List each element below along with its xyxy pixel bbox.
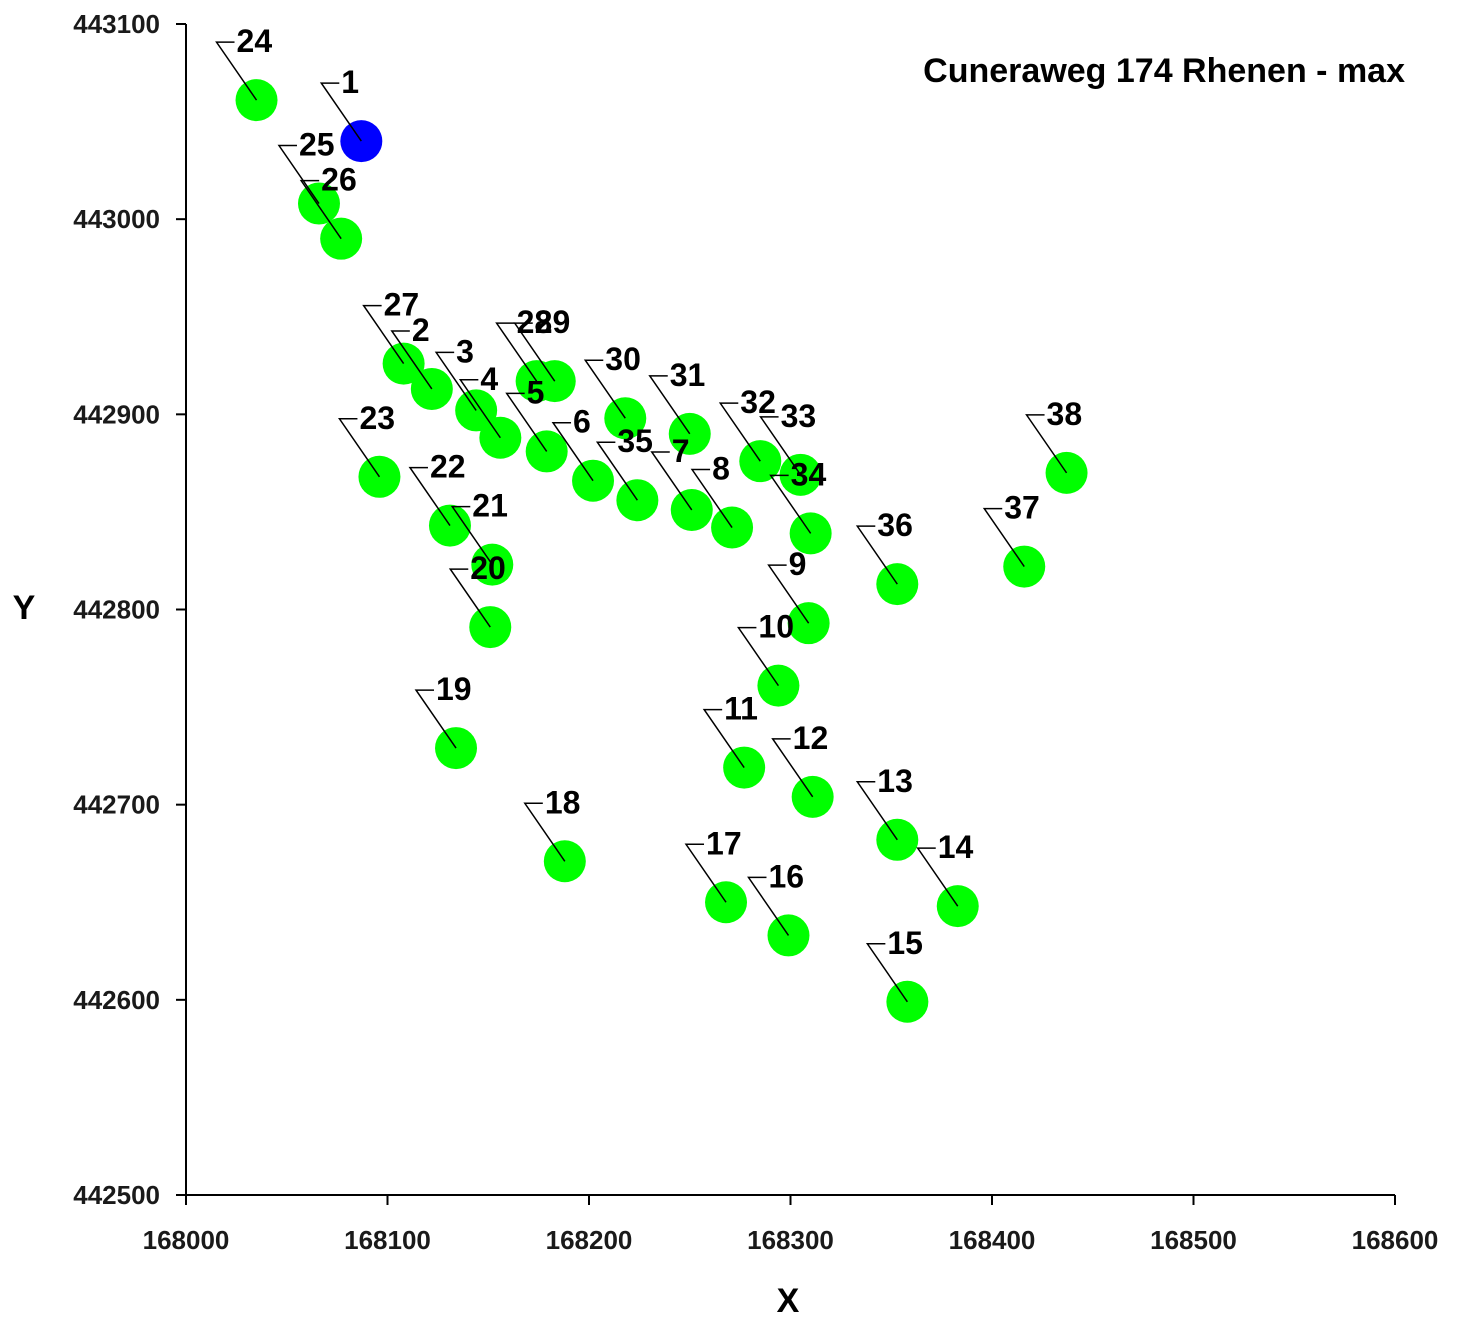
receptor-point [235,79,278,122]
label-leader-line [916,847,959,907]
x-tick-label: 168600 [1352,1225,1439,1255]
point-label: 37 [1004,490,1040,526]
x-axis-title: X [777,1282,800,1319]
label-leader-line [523,802,566,862]
y-tick-label: 442700 [73,790,160,820]
point-label: 38 [1047,396,1083,432]
x-tick-label: 168500 [1150,1225,1237,1255]
point-label: 23 [359,400,395,436]
point-label: 16 [768,858,804,894]
label-leader-line [684,843,727,903]
x-tick-label: 168000 [143,1225,230,1255]
label-leader-line [648,375,691,435]
label-leader-line [299,179,342,240]
label-leader-line [448,568,491,628]
label-leader-line [865,943,908,1003]
label-leader-line [551,421,594,482]
label-leader-line [855,525,898,585]
label-leader-line [702,708,745,769]
point-label: 14 [938,829,974,865]
label-leader-line [414,689,457,749]
label-leader-line [769,474,812,534]
y-tick-label: 443000 [73,204,160,234]
point-label: 15 [887,925,923,961]
y-tick-label: 442900 [73,399,160,429]
label-leader-line [767,564,810,624]
point-label: 12 [793,720,829,756]
label-leader-line [277,144,320,204]
point-label: 17 [706,825,742,861]
point-label: 27 [384,287,420,323]
point-label: 11 [724,691,758,727]
point-label: 34 [791,456,827,492]
point-label: 19 [436,671,472,707]
point-label: 10 [758,609,794,645]
point-label: 13 [877,763,913,799]
label-leader-line [362,304,405,365]
chart-title: Cuneraweg 174 Rhenen - max [923,52,1405,90]
point-label: 8 [712,451,730,487]
data-points [235,79,1088,1023]
label-leader-line [771,738,814,798]
label-leader-line [215,41,258,101]
point-label: 36 [877,507,913,543]
point-label: 5 [527,374,545,410]
point-label: 6 [573,404,591,440]
point-label: 26 [321,162,357,198]
x-tick-label: 168300 [747,1225,834,1255]
x-tick-label: 168200 [546,1225,633,1255]
point-label: 1 [341,64,359,100]
label-leader-line [319,82,362,142]
label-leader-line [1025,414,1068,474]
x-tick-label: 168400 [949,1225,1036,1255]
point-label: 24 [237,23,273,59]
label-leader-line [747,876,790,936]
label-leader-line [338,418,381,478]
y-tick-label: 442500 [73,1180,160,1210]
label-leader-line [505,392,548,452]
label-leader-line [583,359,626,419]
point-label: 32 [740,384,776,420]
label-leader-line [458,379,501,439]
point-label: 29 [535,304,571,340]
label-leader-line [759,416,802,476]
point-label: 25 [299,127,335,163]
point-label: 18 [545,784,581,820]
label-leader-line [390,330,433,390]
axes: 168000 168100 168200 168300 168400 168500 1686… [73,9,1438,1255]
y-tick-label: 442800 [73,595,160,625]
point-label: 33 [781,398,817,434]
label-leader-line [650,451,693,511]
label-leader-line [513,322,556,382]
point-label: 22 [430,449,466,485]
point-label: 4 [480,361,498,397]
label-leader-line [450,505,493,566]
point-label: 3 [456,333,474,369]
point-label: 35 [617,423,653,459]
y-tick-label: 442600 [73,985,160,1015]
point-label: 7 [672,433,690,469]
label-leader-line [718,402,761,462]
x-tick-label: 168100 [344,1225,431,1255]
label-leader-line [434,351,477,411]
label-leader-line [495,322,538,382]
label-leader-line [408,466,451,527]
label-leader-line [595,441,638,501]
receptor-point [320,217,363,260]
point-label: 30 [605,341,641,377]
point-label: 21 [472,488,508,524]
label-leader-line [982,507,1025,567]
label-leader-line [690,468,733,528]
y-tick-label: 443100 [73,9,160,39]
point-label: 20 [470,550,506,586]
y-axis-title: Y [13,589,36,627]
label-leader-line [855,781,898,841]
point-label: 31 [670,357,706,393]
label-leader-line [736,626,780,687]
point-label: 9 [789,546,807,582]
point-label: 2 [412,312,430,348]
receptor-point [471,543,514,586]
